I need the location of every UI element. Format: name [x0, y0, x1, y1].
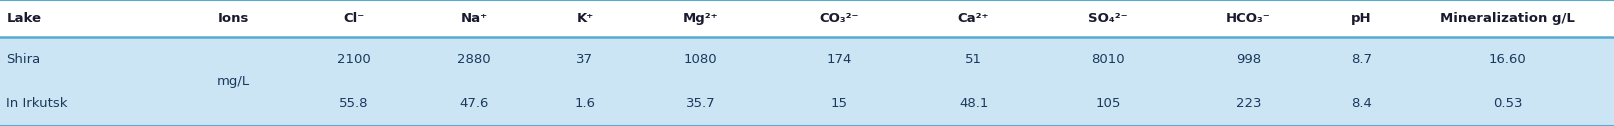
Text: 1080: 1080	[684, 53, 717, 66]
Text: SO₄²⁻: SO₄²⁻	[1088, 12, 1128, 25]
Bar	[0, 37, 1614, 126]
Text: 0.53: 0.53	[1493, 97, 1522, 110]
Text: 37: 37	[576, 53, 594, 66]
Text: 2100: 2100	[337, 53, 370, 66]
Text: 1.6: 1.6	[575, 97, 596, 110]
Text: Mg²⁺: Mg²⁺	[683, 12, 718, 25]
Text: 16.60: 16.60	[1488, 53, 1527, 66]
Text: Shira: Shira	[6, 53, 40, 66]
Text: 35.7: 35.7	[686, 97, 715, 110]
Text: Na⁺: Na⁺	[460, 12, 487, 25]
Text: Ca²⁺: Ca²⁺	[957, 12, 989, 25]
Text: 105: 105	[1094, 97, 1120, 110]
Text: 174: 174	[826, 53, 852, 66]
Text: 51: 51	[965, 53, 981, 66]
Text: 8.4: 8.4	[1351, 97, 1372, 110]
Text: pH: pH	[1351, 12, 1372, 25]
Text: 223: 223	[1236, 97, 1261, 110]
Text: 8010: 8010	[1091, 53, 1125, 66]
Text: 47.6: 47.6	[458, 97, 489, 110]
Text: 55.8: 55.8	[339, 97, 368, 110]
Text: HCO₃⁻: HCO₃⁻	[1227, 12, 1270, 25]
Text: 15: 15	[831, 97, 847, 110]
Text: Mineralization g/L: Mineralization g/L	[1440, 12, 1575, 25]
Text: 48.1: 48.1	[959, 97, 988, 110]
Text: Lake: Lake	[6, 12, 42, 25]
Text: Cl⁻: Cl⁻	[342, 12, 365, 25]
Bar	[0, 0, 1614, 37]
Text: 8.7: 8.7	[1351, 53, 1372, 66]
Text: K⁺: K⁺	[576, 12, 594, 25]
Text: 998: 998	[1236, 53, 1261, 66]
Text: mg/L: mg/L	[216, 75, 250, 88]
Text: CO₃²⁻: CO₃²⁻	[820, 12, 859, 25]
Text: 2880: 2880	[457, 53, 491, 66]
Text: Ions: Ions	[218, 12, 249, 25]
Text: In Irkutsk: In Irkutsk	[6, 97, 68, 110]
